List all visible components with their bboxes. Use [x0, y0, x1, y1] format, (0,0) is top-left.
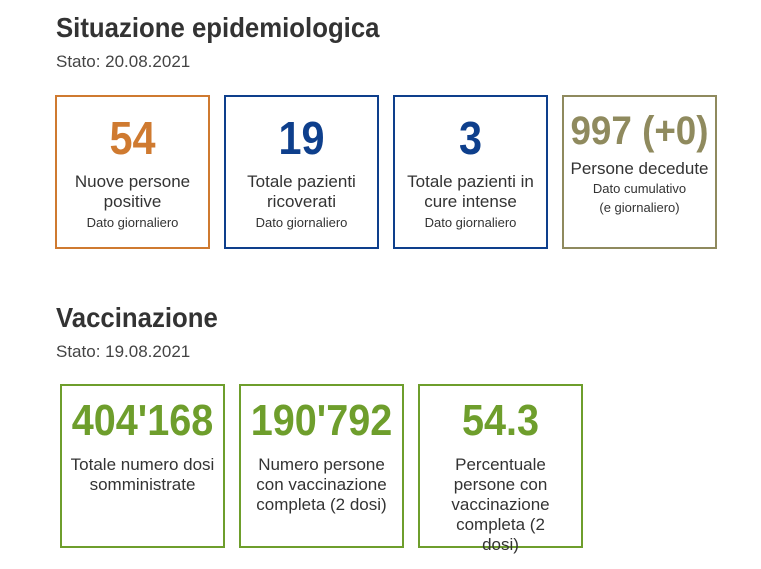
new-positives-value: 54 [109, 112, 156, 164]
new-positives-card: 54 Nuove persone positive Dato giornalie… [55, 95, 210, 249]
hospitalized-label: Totale pazienti ricoverati [247, 172, 356, 211]
total-doses-value: 404'168 [71, 396, 214, 445]
total-doses-label: Totale numero dosi somministrate [70, 455, 215, 494]
fully-vaccinated-label: Numero persone con vaccinazione completa… [256, 455, 387, 514]
vaccination-date: Stato: 19.08.2021 [56, 342, 191, 361]
deaths-sub2: (e giornaliero) [599, 200, 680, 215]
deaths-value: 997 (+0) [570, 109, 709, 153]
hospitalized-sub: Dato giornaliero [255, 215, 348, 230]
intensive-care-label: Totale pazienti in cure intense [407, 172, 534, 211]
fully-vaccinated-value: 190'792 [250, 396, 393, 445]
hospitalized-card: 19 Totale pazienti ricoverati Dato giorn… [224, 95, 379, 249]
total-doses-card: 404'168 Totale numero dosi somministrate [60, 384, 225, 548]
deaths-card: 997 (+0) Persone decedute Dato cumulativ… [562, 95, 717, 249]
new-positives-label: Nuove persone positive [74, 172, 191, 211]
deaths-label: Persone decedute [570, 159, 709, 178]
new-positives-sub: Dato giornaliero [86, 215, 179, 230]
intensive-care-card: 3 Totale pazienti in cure intense Dato g… [393, 95, 548, 249]
hospitalized-value: 19 [278, 112, 325, 164]
percentage-vaccinated-value: 54.3 [461, 396, 540, 445]
deaths-sub: Dato cumulativo [592, 181, 687, 196]
epidemiology-date: Stato: 20.08.2021 [56, 52, 191, 71]
intensive-care-sub: Dato giornaliero [424, 215, 517, 230]
percentage-vaccinated-card: 54.3 Percentuale persone con vaccinazion… [418, 384, 583, 554]
vaccination-title: Vaccinazione [56, 302, 218, 333]
fully-vaccinated-card: 190'792 Numero persone con vaccinazione … [239, 384, 404, 548]
intensive-care-value: 3 [458, 112, 483, 164]
percentage-vaccinated-label: Percentuale persone con vaccinazione com… [451, 455, 550, 554]
epidemiology-title: Situazione epidemiologica [56, 12, 380, 43]
